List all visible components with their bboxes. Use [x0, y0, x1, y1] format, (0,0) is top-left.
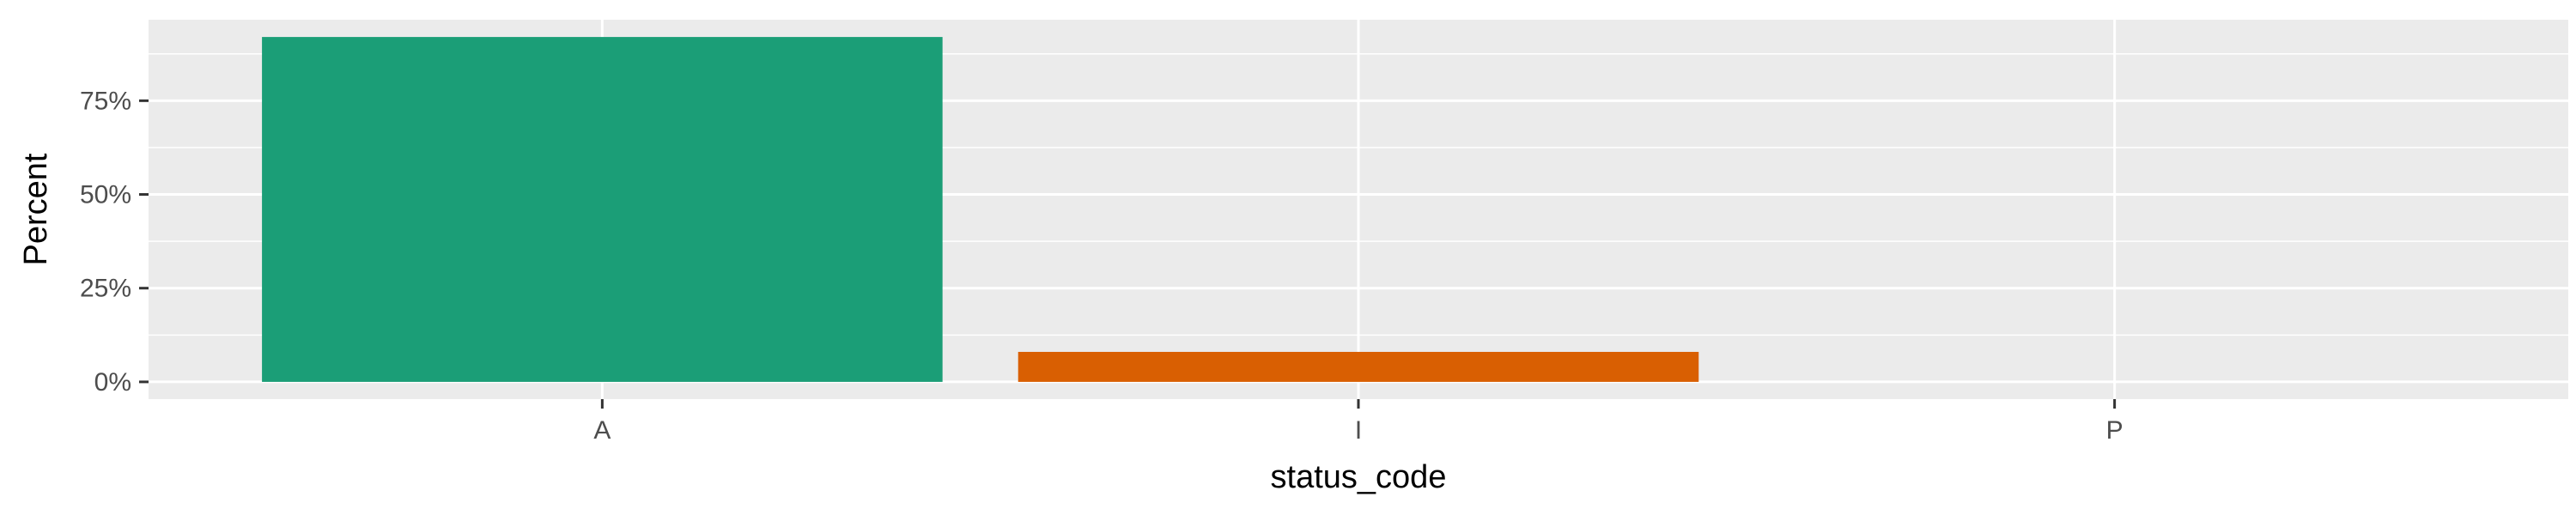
bar-I — [1018, 351, 1699, 382]
y-tick-label: 50% — [80, 181, 131, 209]
y-axis-title: Percent — [18, 153, 54, 265]
x-tick-label: P — [2106, 416, 2123, 445]
y-tick-label: 25% — [80, 275, 131, 303]
x-axis-title: status_code — [1271, 459, 1447, 495]
x-tick-label: A — [593, 416, 611, 445]
bars — [262, 37, 1699, 382]
y-tick-label: 0% — [94, 368, 131, 397]
y-tick-label: 75% — [80, 87, 131, 115]
x-tick-label: I — [1355, 416, 1362, 445]
bar-A — [262, 37, 943, 382]
y-axis: 0% 25% 50% 75% — [80, 87, 149, 397]
